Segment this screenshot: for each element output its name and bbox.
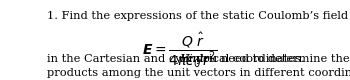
Text: products among the unit vectors in different coordinate frames.: products among the unit vectors in diffe… [47,68,350,78]
Text: 1. Find the expressions of the static Coulomb’s field: 1. Find the expressions of the static Co… [47,11,348,21]
Text: Hint:: Hint: [179,54,208,64]
Text: $\boldsymbol{E} = \dfrac{Q\;\hat{r}}{4\pi\varepsilon_0\, r^2}$: $\boldsymbol{E} = \dfrac{Q\;\hat{r}}{4\p… [142,31,217,70]
Text: in the Cartesian and cylindrical coordinates.: in the Cartesian and cylindrical coordin… [47,54,309,64]
Text: you need to determine the inner: you need to determine the inner [193,54,350,64]
